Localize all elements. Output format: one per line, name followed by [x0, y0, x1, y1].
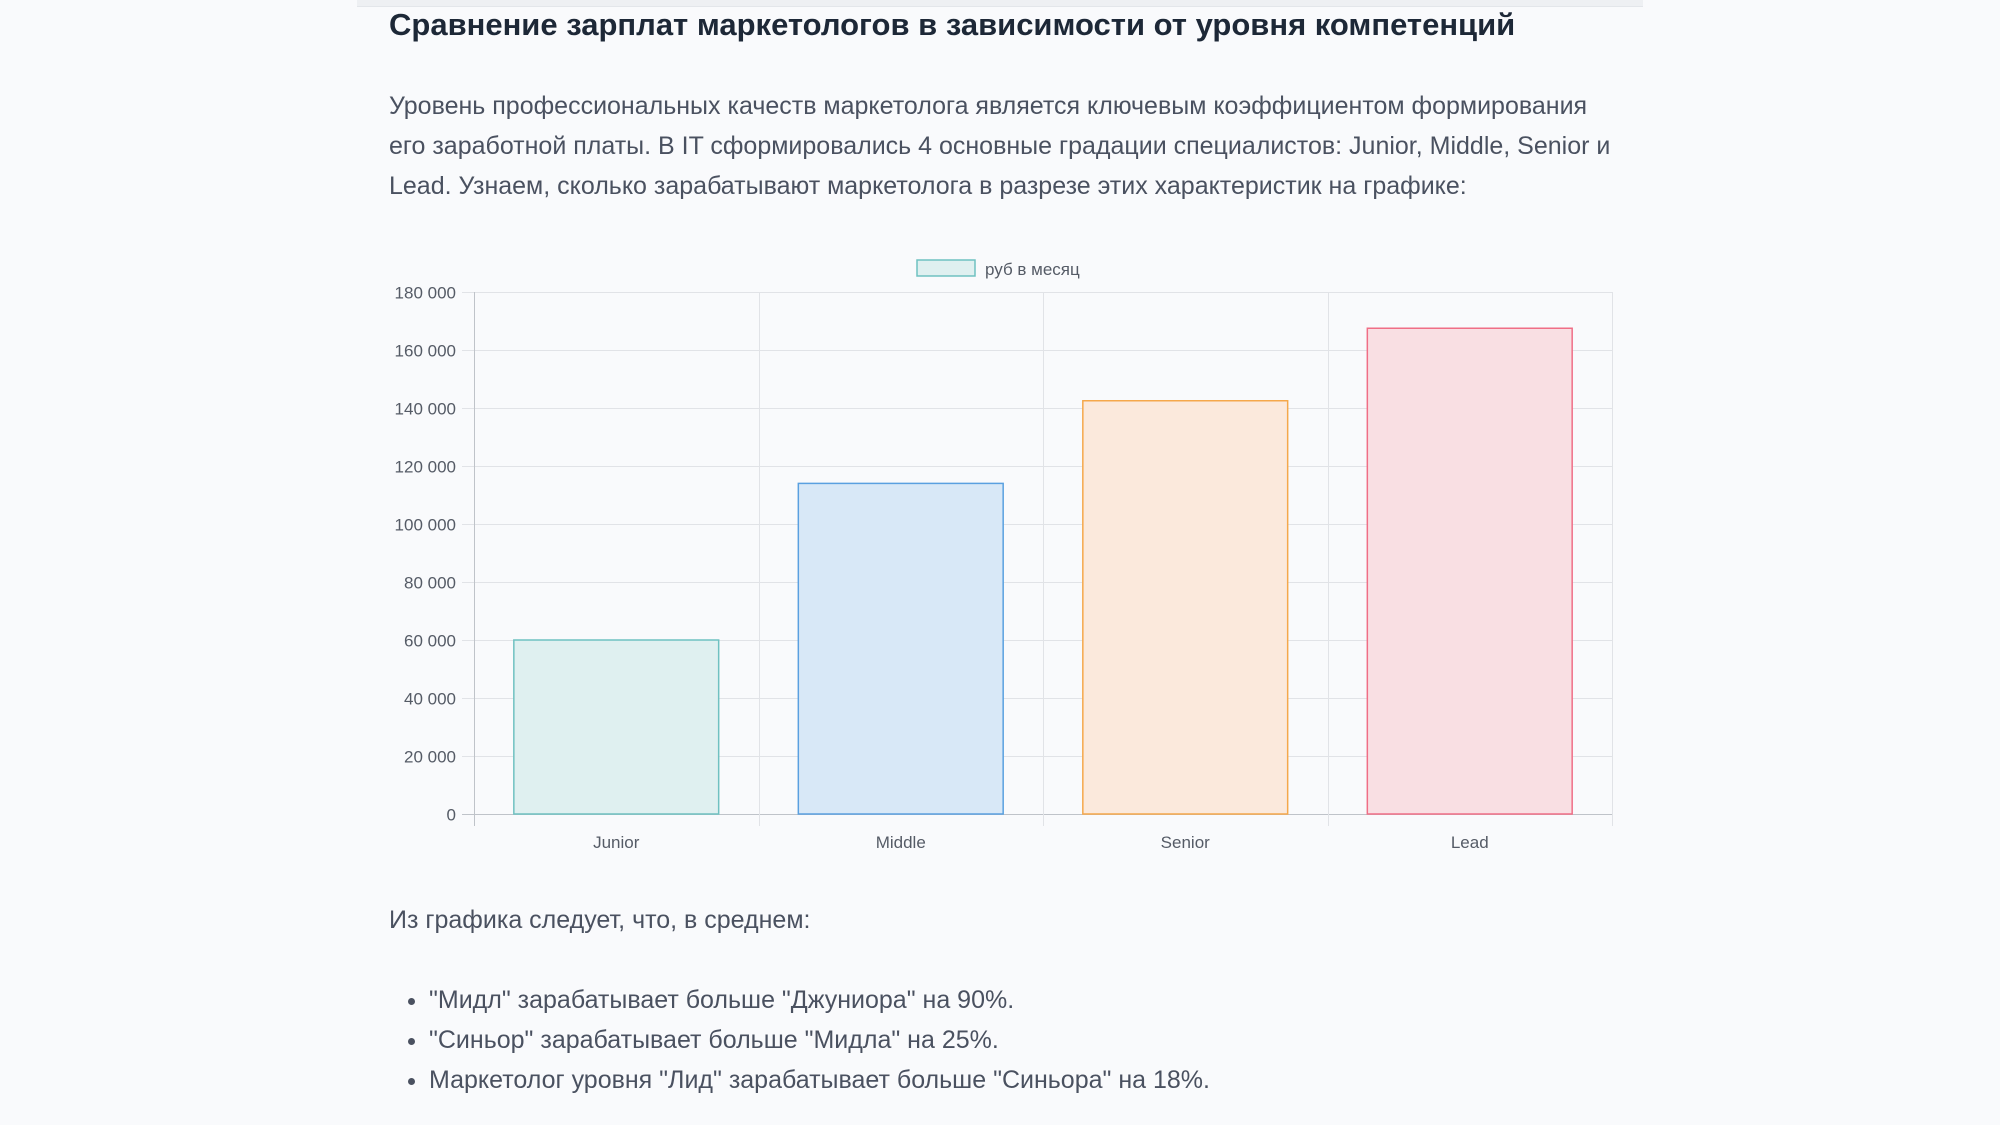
legend-label: руб в месяц — [985, 260, 1080, 279]
bar-lead — [1366, 327, 1573, 815]
y-tick-label: 140 000 — [395, 400, 456, 419]
list-item: "Мидл" зарабатывает больше "Джуниора" на… — [429, 980, 1210, 1020]
list-item: Маркетолог уровня "Лид" зарабатывает бол… — [429, 1060, 1210, 1100]
y-tick-label: 80 000 — [404, 574, 456, 593]
article-title: Сравнение зарплат маркетологов в зависим… — [389, 7, 1516, 42]
x-tick-label: Junior — [593, 833, 640, 852]
conclusion-paragraph: Из графика следует, что, в среднем: — [389, 906, 811, 934]
y-tick-label: 20 000 — [404, 748, 456, 767]
x-tick-label: Lead — [1451, 833, 1489, 852]
bar-senior — [1082, 400, 1289, 815]
x-tick-label: Senior — [1161, 833, 1210, 852]
intro-paragraph: Уровень профессиональных качеств маркето… — [389, 92, 1611, 200]
list-item: "Синьор" зарабатывает больше "Мидла" на … — [429, 1020, 1210, 1060]
y-tick-label: 120 000 — [395, 458, 456, 477]
y-tick-label: 160 000 — [395, 342, 456, 361]
y-tick-label: 100 000 — [395, 516, 456, 535]
y-tick-label: 180 000 — [395, 284, 456, 303]
x-tick-label: Middle — [876, 833, 926, 852]
legend-swatch — [916, 259, 976, 277]
top-divider — [357, 0, 1643, 7]
y-tick-label: 0 — [447, 806, 456, 825]
conclusion-list: "Мидл" зарабатывает больше "Джуниора" на… — [389, 980, 1210, 1100]
y-tick-label: 40 000 — [404, 690, 456, 709]
y-tick-label: 60 000 — [404, 632, 456, 651]
bar-middle — [797, 482, 1004, 815]
bar-junior — [513, 639, 720, 815]
